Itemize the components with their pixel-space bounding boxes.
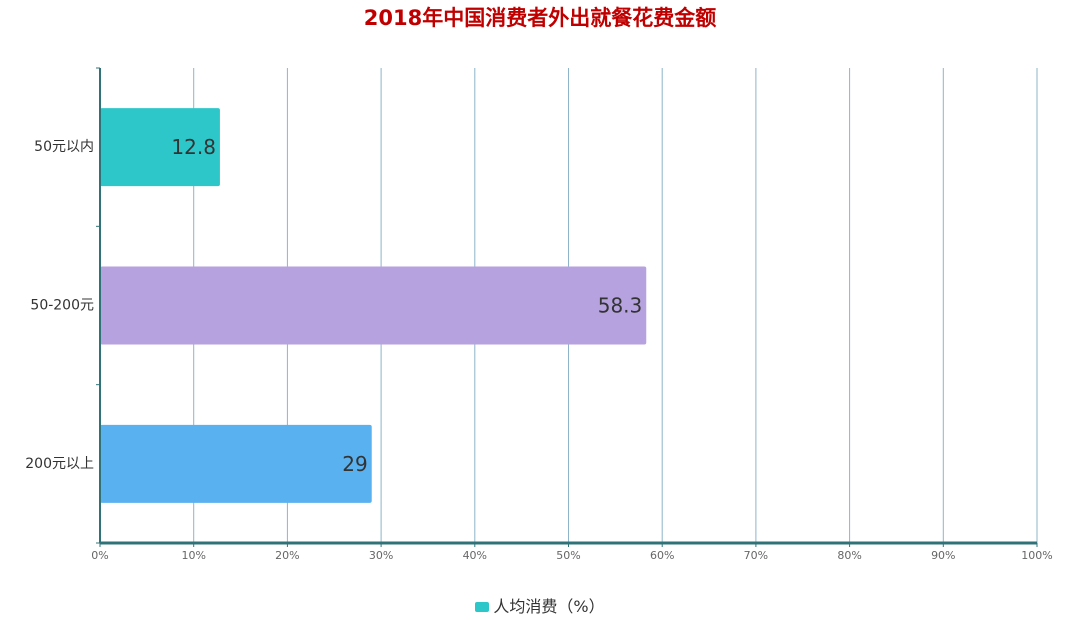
x-tick-label: 60% [650, 549, 674, 562]
bar-value-label: 12.8 [171, 135, 216, 159]
x-tick-label: 30% [369, 549, 393, 562]
legend-label: 人均消费（%） [493, 597, 605, 616]
legend-swatch [475, 602, 490, 612]
category-label: 50-200元 [30, 298, 94, 314]
category-label: 200元以上 [25, 456, 94, 472]
bar-value-label: 58.3 [598, 294, 643, 318]
chart-title: 2018年中国消费者外出就餐花费金额 [363, 6, 717, 30]
bar [100, 266, 647, 345]
bar-chart: 12.8 50元以内 58.3 50-200元 29 200元以上 0% 10% 20% 30% 4… [25, 67, 1053, 562]
bar-value-label: 29 [342, 452, 367, 476]
x-tick-label: 0% [91, 549, 108, 562]
x-tick-label: 50% [556, 549, 580, 562]
x-tick-label: 40% [463, 549, 487, 562]
legend[interactable]: 人均消费（%） [0, 596, 1080, 618]
labels: 12.8 50元以内 58.3 50-200元 29 200元以上 0% 10% 20% 30% 4… [25, 135, 1052, 562]
category-label: 50元以内 [34, 139, 94, 155]
x-tick-label: 80% [837, 549, 861, 562]
x-tick-label: 100% [1021, 549, 1052, 562]
x-tick-label: 90% [931, 549, 955, 562]
bar [100, 424, 372, 503]
bars [100, 108, 647, 503]
axes [96, 67, 1038, 547]
x-tick-label: 10% [181, 549, 205, 562]
x-tick-label: 70% [744, 549, 768, 562]
x-tick-label: 20% [275, 549, 299, 562]
bar [100, 108, 220, 187]
